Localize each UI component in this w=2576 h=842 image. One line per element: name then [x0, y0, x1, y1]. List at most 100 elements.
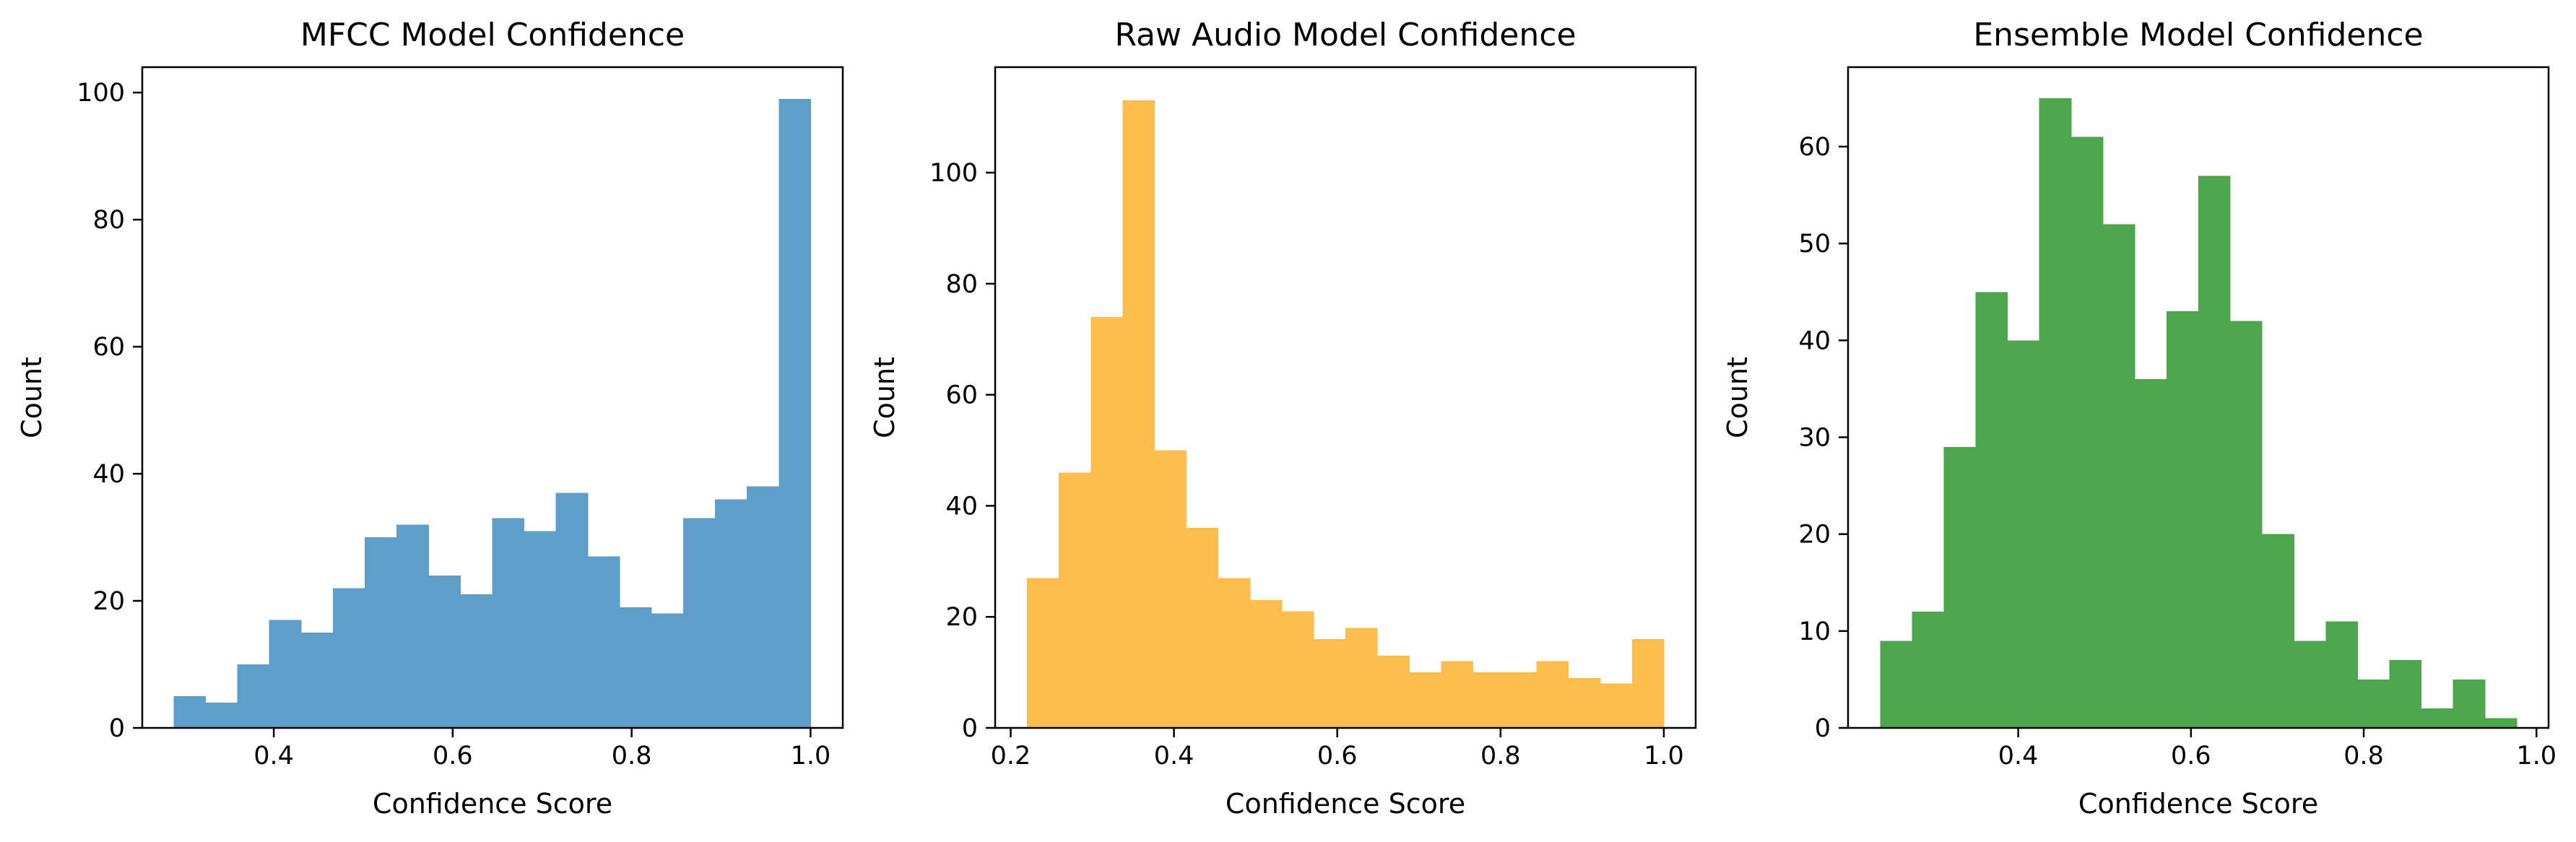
histogram-bar — [2230, 321, 2263, 728]
histogram-bar — [1473, 672, 1506, 728]
subplot-ensemble: Ensemble Model Confidence Confidence Sco… — [1722, 17, 2557, 820]
histogram-bars — [173, 98, 812, 729]
histogram-bar — [173, 696, 207, 728]
histogram-bar — [2484, 718, 2518, 728]
histogram-bar — [2453, 679, 2486, 728]
x-tick-label: 1.0 — [2516, 742, 2557, 771]
histogram-bar — [1377, 656, 1410, 728]
x-tick-label: 1.0 — [791, 742, 831, 771]
y-tick-label: 60 — [945, 381, 978, 410]
x-tick-label: 0.4 — [253, 742, 294, 771]
y-tick-label: 50 — [1798, 230, 1831, 259]
x-tick-label: 0.2 — [991, 742, 1031, 771]
y-tick-label: 20 — [92, 587, 125, 616]
x-tick-label: 0.6 — [433, 742, 473, 771]
histogram-bars — [1880, 97, 2518, 729]
histogram-bar — [651, 613, 684, 728]
y-tick-label: 80 — [92, 206, 125, 235]
histogram-bar — [2134, 379, 2167, 728]
histogram-bar — [460, 594, 493, 728]
histogram-bar — [555, 492, 589, 728]
histogram-bar — [1154, 450, 1187, 728]
y-axis-label: Count — [16, 357, 48, 438]
y-tick-label: 60 — [92, 333, 125, 362]
histogram-bar — [2070, 136, 2104, 728]
histogram-bar — [1600, 683, 1633, 728]
histogram-bar — [747, 486, 779, 728]
axis-ticks: 0.4 0.6 0.8 1.0 0 20 40 60 80 100 — [77, 79, 831, 771]
histogram-bar — [1122, 100, 1155, 728]
histogram-bar — [1912, 612, 1945, 728]
histogram-bar — [332, 588, 365, 728]
y-tick-label: 0 — [962, 714, 978, 743]
histogram-bar — [1536, 661, 1569, 728]
histogram-bar — [1186, 528, 1219, 728]
x-axis-label: Confidence Score — [373, 788, 612, 820]
y-tick-label: 40 — [92, 460, 125, 489]
y-tick-label: 20 — [1798, 521, 1831, 550]
histogram-bar — [587, 556, 620, 728]
histogram-bar — [682, 518, 716, 728]
histogram-bar — [2325, 621, 2358, 728]
plot-frame — [994, 66, 1697, 729]
histogram-bar — [237, 664, 270, 728]
y-tick-label: 20 — [945, 603, 978, 632]
histogram-bar — [1631, 638, 1665, 728]
axis-ticks: 0.2 0.4 0.6 0.8 1.0 0 20 40 60 80 100 — [929, 159, 1684, 771]
histogram-bar — [1345, 628, 1378, 728]
x-axis-label: Confidence Score — [1226, 788, 1465, 820]
histogram-bar — [1409, 672, 1441, 728]
histogram-bar — [2262, 534, 2294, 728]
y-tick-label: 60 — [1798, 133, 1831, 162]
y-tick-label: 40 — [1798, 326, 1831, 355]
x-tick-label: 0.8 — [2343, 742, 2384, 771]
histogram-bar — [1218, 578, 1251, 728]
histogram-bar — [2294, 641, 2326, 728]
histogram-bar — [2389, 660, 2422, 728]
histogram-bar — [2357, 679, 2390, 728]
histogram-bar — [1281, 611, 1314, 728]
y-tick-label: 0 — [1815, 714, 1831, 743]
y-tick-label: 10 — [1798, 617, 1831, 646]
y-tick-label: 40 — [945, 492, 978, 521]
x-tick-label: 0.6 — [1317, 742, 1358, 771]
histogram-bar — [2198, 175, 2231, 729]
x-tick-label: 0.4 — [1998, 742, 2039, 771]
x-tick-label: 0.8 — [1480, 742, 1521, 771]
chart-title: Ensemble Model Confidence — [1973, 17, 2423, 53]
histogram-bar — [2421, 708, 2454, 728]
histogram-bar — [428, 575, 461, 728]
y-tick-label: 30 — [1798, 424, 1831, 453]
x-tick-label: 0.8 — [612, 742, 652, 771]
subplot-mfcc: MFCC Model Confidence Confidence Score C… — [16, 17, 844, 820]
histogram-bar — [2102, 224, 2135, 728]
histogram-bar — [1441, 661, 1473, 728]
y-tick-label: 0 — [109, 714, 125, 743]
y-tick-label: 80 — [945, 270, 978, 299]
histogram-bar — [205, 702, 238, 728]
y-axis-label: Count — [869, 357, 901, 438]
histogram-bar — [1090, 317, 1123, 728]
histogram-bar — [492, 518, 525, 728]
histogram-bar — [779, 98, 812, 729]
histogram-bar — [396, 524, 429, 728]
plot-frame — [1847, 66, 2550, 729]
histogram-bar — [1943, 446, 1977, 728]
histogram-bar — [619, 607, 652, 728]
histogram-bar — [364, 537, 397, 728]
histogram-bar — [2007, 340, 2040, 728]
y-tick-label: 100 — [77, 79, 125, 108]
histogram-bar — [1504, 672, 1538, 728]
axis-ticks: 0.4 0.6 0.8 1.0 0 10 20 30 40 50 60 — [1798, 133, 2557, 771]
histogram-bar — [2166, 311, 2199, 728]
histogram-bars — [1027, 100, 1665, 728]
histogram-bar — [1027, 578, 1059, 728]
histogram-bar — [1313, 638, 1346, 728]
histogram-bar — [715, 499, 747, 728]
y-tick-label: 100 — [929, 159, 978, 188]
x-axis-label: Confidence Score — [2078, 788, 2318, 820]
histogram-bar — [300, 633, 334, 728]
histogram-bar — [1975, 292, 2008, 728]
histogram-bar — [1568, 677, 1601, 728]
